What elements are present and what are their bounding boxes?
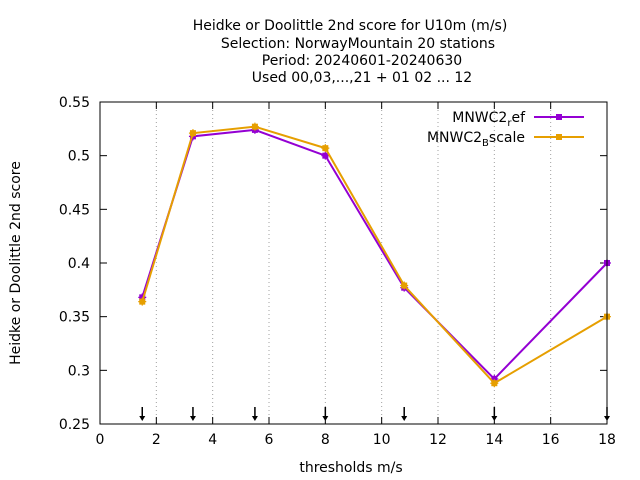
x-tick-label-4: 8	[321, 432, 330, 448]
series-1	[138, 122, 611, 388]
series-1-marker-cross-4	[400, 281, 409, 290]
series-1-marker-cross-5	[490, 379, 499, 388]
threshold-arrow-5	[491, 407, 498, 421]
x-tick-label-7: 14	[485, 432, 503, 448]
threshold-arrow-1	[189, 407, 196, 421]
legend-label-0: MNWC2ref	[452, 110, 526, 129]
x-tick-label-1: 2	[152, 432, 161, 448]
grid-lines	[155, 102, 552, 424]
threshold-arrow-markers	[139, 407, 610, 421]
series-0	[138, 125, 611, 383]
x-axis-ticks: 0 2 4 6 8 10 12 14 16 18	[96, 102, 616, 448]
x-tick-label-8: 16	[542, 432, 560, 448]
series-line-1	[141, 125, 608, 385]
y-tick-label-5: 0.5	[68, 149, 90, 165]
legend-item-0: MNWC2ref	[452, 110, 584, 129]
y-axis-ticks: 0.25 0.3 0.35 0.4 0.45 0.5 0.55	[59, 95, 607, 433]
x-tick-label-3: 6	[265, 432, 274, 448]
chart-title: Heidke or Doolittle 2nd score for U10m (…	[193, 18, 508, 86]
y-tick-label-3: 0.4	[68, 256, 90, 272]
arrow-head-2	[251, 416, 258, 421]
legend-marker-0	[556, 114, 562, 120]
threshold-arrow-0	[139, 407, 146, 421]
x-tick-label-0: 0	[96, 432, 105, 448]
series-1-marker-cross-0	[138, 297, 147, 306]
plot-frame	[99, 101, 608, 425]
threshold-arrow-2	[251, 407, 258, 421]
x-tick-label-2: 4	[208, 432, 217, 448]
title-line-1: Heidke or Doolittle 2nd score for U10m (…	[193, 18, 508, 34]
legend-marker-1	[556, 134, 562, 140]
legend-label-1: MNWC2Bscale	[427, 130, 525, 149]
arrow-head-3	[322, 416, 329, 421]
y-axis-label: Heidke or Doolittle 2nd score	[8, 161, 24, 365]
threshold-arrow-3	[322, 407, 329, 421]
x-tick-label-6: 12	[429, 432, 447, 448]
series-1-marker-cross-3	[321, 144, 330, 153]
y-tick-label-0: 0.25	[59, 417, 90, 433]
data-series	[138, 122, 611, 388]
series-1-marker-cross-2	[250, 122, 259, 131]
legend-item-1: MNWC2Bscale	[427, 130, 584, 149]
y-tick-label-6: 0.55	[59, 95, 90, 111]
threshold-arrow-4	[401, 407, 408, 421]
arrow-head-1	[189, 416, 196, 421]
title-line-3: Period: 20240601-20240630	[262, 53, 462, 69]
series-line-0	[141, 128, 608, 381]
series-1-marker-cross-1	[188, 129, 197, 138]
y-tick-label-1: 0.3	[68, 363, 90, 379]
arrow-head-4	[401, 416, 408, 421]
y-tick-label-4: 0.45	[59, 202, 90, 218]
x-tick-label-9: 18	[598, 432, 616, 448]
series-0-marker-cross-3	[321, 151, 330, 160]
title-line-2: Selection: NorwayMountain 20 stations	[221, 36, 495, 52]
x-tick-label-5: 10	[373, 432, 391, 448]
x-axis-label: thresholds m/s	[299, 460, 402, 476]
title-line-4: Used 00,03,...,21 + 01 02 ... 12	[252, 70, 472, 86]
arrow-head-0	[139, 416, 146, 421]
y-tick-label-2: 0.35	[59, 310, 90, 326]
arrow-head-5	[491, 416, 498, 421]
